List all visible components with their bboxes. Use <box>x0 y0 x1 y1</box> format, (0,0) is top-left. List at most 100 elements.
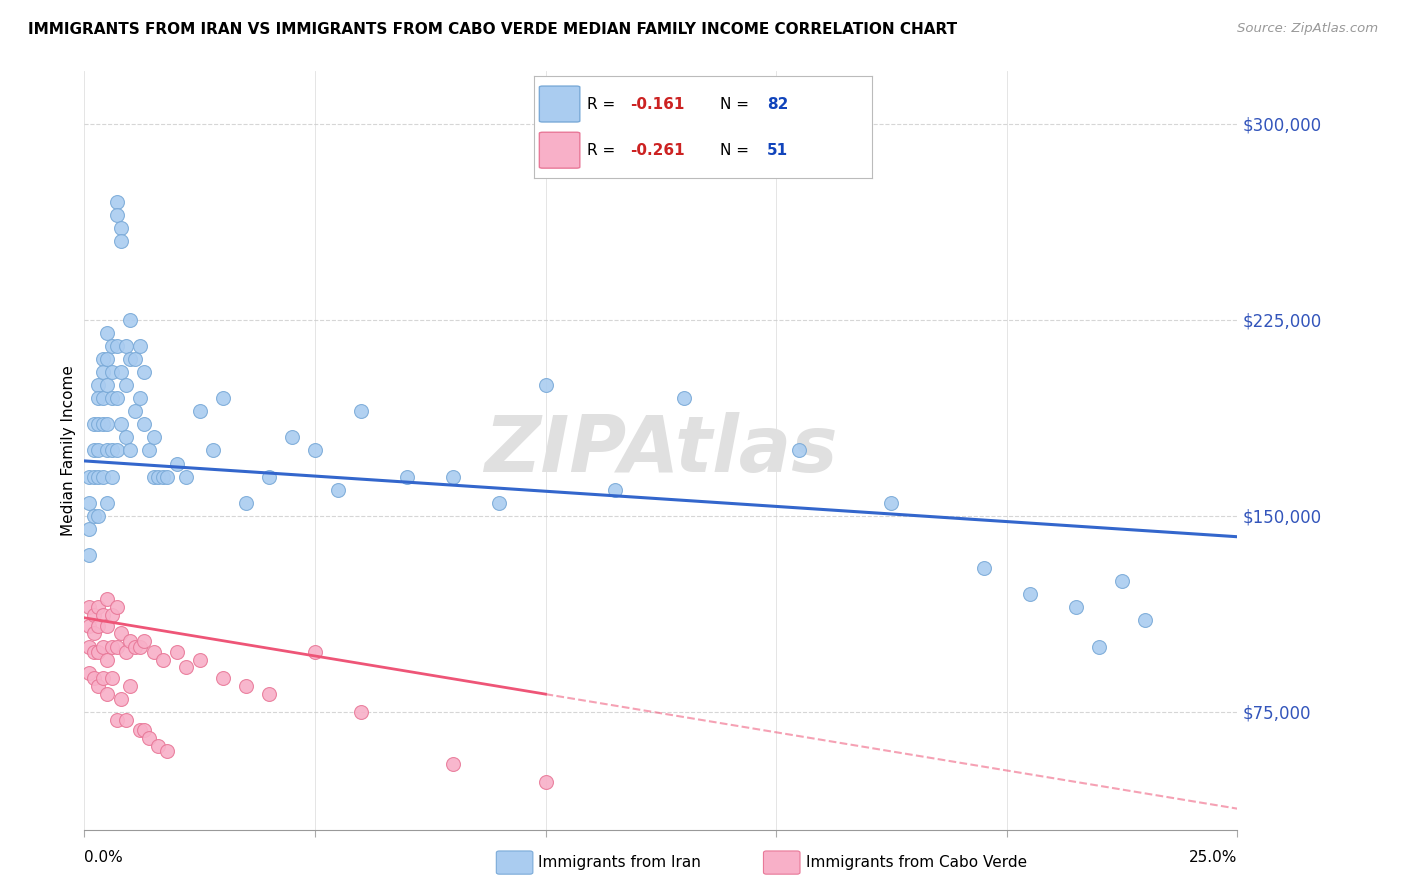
Point <box>87 469 110 483</box>
Text: 51: 51 <box>768 143 789 158</box>
Point <box>105 600 128 615</box>
Point <box>120 634 142 648</box>
Point <box>110 626 132 640</box>
Point <box>142 645 165 659</box>
Point <box>83 417 105 432</box>
Point <box>188 652 211 666</box>
Text: N =: N = <box>720 143 754 158</box>
Point <box>115 378 138 392</box>
Point <box>87 645 110 659</box>
Point <box>105 640 128 654</box>
Point <box>138 443 160 458</box>
Point <box>115 339 138 353</box>
Point <box>128 640 150 654</box>
Point <box>77 665 100 680</box>
Point <box>281 430 304 444</box>
Point <box>211 671 233 685</box>
Point <box>105 208 128 222</box>
Point <box>120 443 142 458</box>
Point <box>152 652 174 666</box>
Point <box>91 351 114 366</box>
Point <box>77 522 100 536</box>
Point <box>101 365 124 379</box>
Point <box>188 404 211 418</box>
Point <box>138 731 160 745</box>
Text: R =: R = <box>586 96 620 112</box>
Point <box>534 775 557 789</box>
Point <box>101 608 124 623</box>
Point <box>1018 587 1040 601</box>
Point <box>174 469 197 483</box>
Point <box>96 351 118 366</box>
Point <box>124 640 146 654</box>
Point <box>134 365 156 379</box>
Point <box>96 652 118 666</box>
Point <box>120 679 142 693</box>
Point <box>142 469 165 483</box>
Point <box>105 713 128 727</box>
Point <box>87 391 110 405</box>
Point <box>350 404 373 418</box>
Text: Source: ZipAtlas.com: Source: ZipAtlas.com <box>1237 22 1378 36</box>
Point <box>115 713 138 727</box>
Point <box>87 618 110 632</box>
Point <box>326 483 349 497</box>
Point <box>91 469 114 483</box>
Point <box>105 443 128 458</box>
Point <box>1133 614 1156 628</box>
Text: Immigrants from Iran: Immigrants from Iran <box>538 855 702 870</box>
Point <box>156 469 179 483</box>
Point <box>304 645 326 659</box>
Point <box>91 671 114 685</box>
Text: N =: N = <box>720 96 754 112</box>
Point <box>202 443 225 458</box>
Point <box>96 687 118 701</box>
Text: 25.0%: 25.0% <box>1189 850 1237 865</box>
Point <box>1088 640 1111 654</box>
Point <box>166 645 188 659</box>
Point <box>235 496 257 510</box>
Point <box>77 548 100 562</box>
Point <box>304 443 326 458</box>
Point <box>124 404 146 418</box>
Point <box>101 469 124 483</box>
Point <box>142 430 165 444</box>
Point <box>128 339 150 353</box>
Text: 0.0%: 0.0% <box>84 850 124 865</box>
Point <box>77 640 100 654</box>
Point <box>396 469 419 483</box>
Point <box>105 195 128 210</box>
Point <box>235 679 257 693</box>
Point <box>96 378 118 392</box>
Point <box>1111 574 1133 589</box>
Point <box>110 417 132 432</box>
FancyBboxPatch shape <box>540 132 579 168</box>
Point <box>110 235 132 249</box>
Point <box>110 691 132 706</box>
Point <box>87 600 110 615</box>
Point <box>87 378 110 392</box>
Point <box>101 640 124 654</box>
Point <box>101 443 124 458</box>
Point <box>87 508 110 523</box>
Point <box>603 483 626 497</box>
Point <box>211 391 233 405</box>
Point <box>1064 600 1087 615</box>
Point <box>110 365 132 379</box>
Point <box>441 757 464 772</box>
Point <box>124 351 146 366</box>
Point <box>87 443 110 458</box>
Point <box>152 469 174 483</box>
Point <box>101 671 124 685</box>
Text: Immigrants from Cabo Verde: Immigrants from Cabo Verde <box>806 855 1026 870</box>
Y-axis label: Median Family Income: Median Family Income <box>60 365 76 536</box>
Point <box>134 417 156 432</box>
Point <box>83 608 105 623</box>
Point <box>105 339 128 353</box>
Point <box>77 600 100 615</box>
Point <box>128 391 150 405</box>
Point <box>83 469 105 483</box>
Point <box>96 326 118 340</box>
Point <box>787 443 810 458</box>
Point <box>115 430 138 444</box>
